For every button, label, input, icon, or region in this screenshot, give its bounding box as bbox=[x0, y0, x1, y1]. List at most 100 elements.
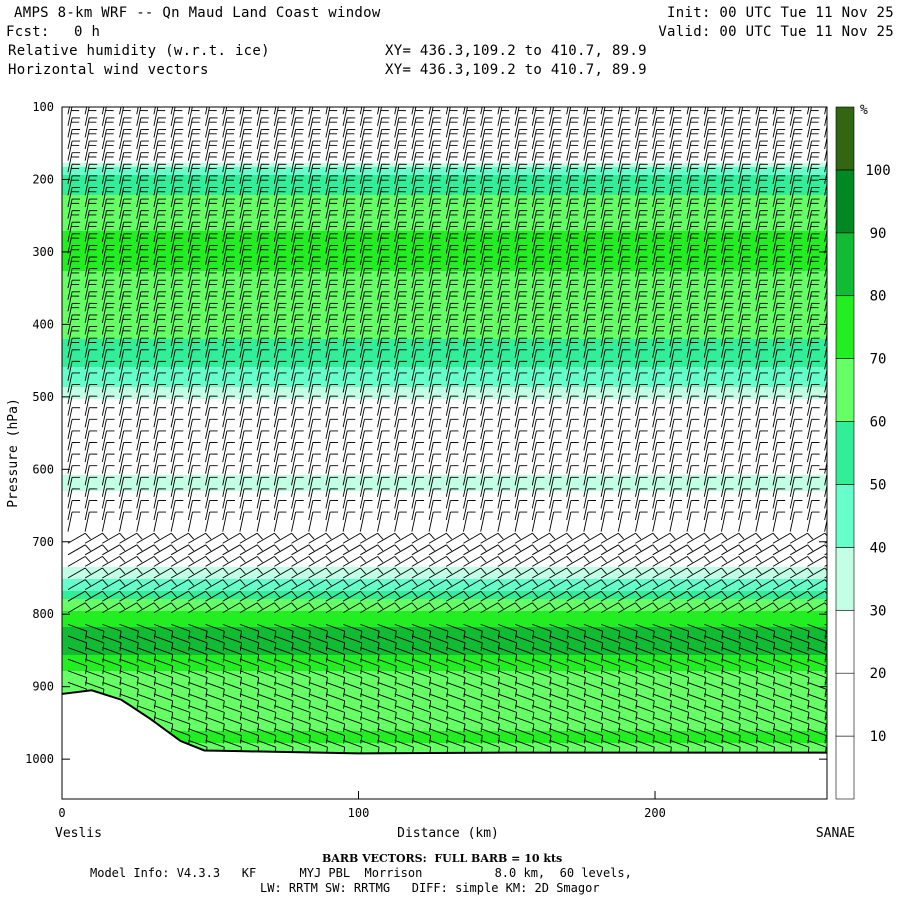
wind-barb bbox=[67, 268, 73, 289]
wind-barb bbox=[256, 477, 262, 497]
wind-barb bbox=[411, 488, 417, 509]
wind-barb bbox=[273, 465, 279, 486]
wind-barb bbox=[514, 739, 535, 748]
wind-barb-flag bbox=[514, 556, 521, 563]
wind-barb bbox=[188, 544, 206, 556]
wind-barb bbox=[256, 314, 262, 335]
wind-barb-flag bbox=[188, 723, 191, 732]
wind-barb bbox=[325, 222, 331, 242]
wind-barb bbox=[583, 384, 589, 405]
wind-barb-flag bbox=[188, 735, 191, 744]
wind-barb bbox=[652, 488, 658, 509]
wind-barb bbox=[428, 326, 434, 347]
wind-barb bbox=[84, 152, 90, 173]
wind-barb bbox=[583, 532, 602, 544]
wind-barb-flag bbox=[308, 544, 315, 552]
wind-barb bbox=[514, 670, 535, 679]
wind-barb bbox=[635, 716, 655, 725]
rh-band bbox=[62, 447, 827, 452]
wind-barb bbox=[308, 579, 327, 590]
wind-barb bbox=[170, 338, 176, 358]
wind-barb bbox=[342, 107, 348, 126]
wind-barb bbox=[119, 187, 125, 208]
wind-barb bbox=[170, 488, 176, 509]
wind-barb bbox=[205, 326, 211, 347]
wind-barb bbox=[325, 658, 345, 667]
wind-barb-flag bbox=[136, 532, 143, 540]
wind-barb bbox=[222, 647, 242, 655]
wind-barb bbox=[136, 511, 142, 532]
wind-barb bbox=[652, 384, 658, 405]
wind-barb bbox=[600, 544, 619, 556]
rh-band bbox=[62, 151, 827, 156]
wind-barb bbox=[187, 419, 193, 439]
wind-barb bbox=[652, 152, 658, 173]
wind-barb bbox=[532, 681, 552, 690]
wind-barb bbox=[153, 222, 159, 242]
wind-barb-flag bbox=[291, 579, 298, 586]
wind-barb bbox=[428, 567, 447, 579]
wind-barb-flag bbox=[102, 579, 109, 586]
wind-barb bbox=[342, 739, 363, 748]
wind-barb-flag bbox=[566, 689, 569, 698]
wind-barb bbox=[531, 338, 537, 358]
wind-barb bbox=[360, 623, 380, 632]
wind-barb bbox=[342, 140, 348, 161]
wind-barb bbox=[84, 187, 90, 208]
wind-barb bbox=[256, 407, 262, 428]
wind-barb bbox=[514, 728, 535, 736]
wind-barb bbox=[532, 590, 550, 602]
wind-barb bbox=[446, 728, 466, 736]
wind-barb bbox=[463, 361, 469, 381]
wind-barb bbox=[170, 187, 176, 208]
wind-barb bbox=[256, 556, 275, 567]
wind-barb bbox=[359, 326, 365, 347]
wind-barb-flag bbox=[377, 654, 380, 663]
wind-barb bbox=[566, 349, 572, 370]
wind-barb bbox=[549, 556, 568, 567]
wind-barb bbox=[170, 222, 176, 242]
wind-barb-flag bbox=[566, 723, 569, 732]
wind-barb bbox=[583, 245, 589, 266]
rh-band bbox=[62, 595, 827, 600]
wind-barb bbox=[618, 635, 638, 644]
wind-barb bbox=[617, 291, 623, 312]
wind-barb bbox=[342, 728, 363, 736]
wind-barb bbox=[428, 233, 434, 254]
wind-barb bbox=[652, 442, 658, 463]
rh-band bbox=[62, 131, 827, 136]
wind-barb bbox=[222, 280, 228, 300]
wind-barb bbox=[394, 658, 414, 667]
wind-barb bbox=[669, 407, 675, 428]
wind-barb-flag bbox=[583, 689, 586, 698]
wind-barb bbox=[205, 210, 211, 231]
wind-barb bbox=[617, 268, 623, 289]
wind-barb bbox=[84, 361, 90, 381]
wind-barb-flag bbox=[325, 723, 328, 732]
wind-barb-flag bbox=[377, 700, 380, 709]
wind-barb bbox=[428, 623, 449, 632]
wind-barb bbox=[153, 187, 159, 208]
wind-barb-flag bbox=[274, 723, 277, 732]
wind-barb bbox=[136, 280, 142, 300]
wind-barb bbox=[205, 739, 225, 748]
wind-barb-flag bbox=[222, 631, 225, 640]
wind-barb bbox=[67, 681, 87, 690]
wind-barb bbox=[445, 152, 451, 173]
wind-barb-flag bbox=[532, 544, 539, 552]
wind-barb bbox=[342, 556, 361, 567]
wind-barb bbox=[256, 326, 262, 347]
wind-barb bbox=[102, 556, 120, 567]
rh-band bbox=[62, 395, 827, 400]
wind-barb bbox=[377, 430, 383, 451]
wind-barb bbox=[273, 372, 279, 393]
wind-barb bbox=[67, 280, 73, 300]
wind-barb bbox=[583, 477, 589, 497]
wind-barb bbox=[119, 175, 125, 196]
wind-barb-flag bbox=[394, 700, 397, 709]
wind-barb-flag bbox=[515, 642, 518, 651]
wind-barb-flag bbox=[463, 735, 466, 744]
wind-barb bbox=[549, 635, 569, 644]
wind-barb-flag bbox=[601, 712, 604, 721]
wind-barb bbox=[239, 245, 245, 266]
